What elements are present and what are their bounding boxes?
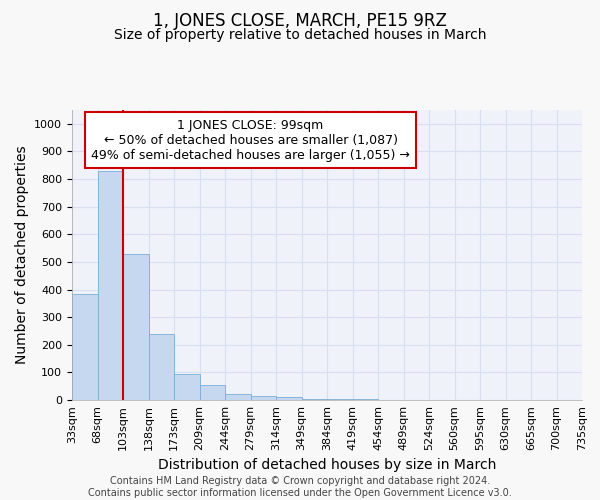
Text: Size of property relative to detached houses in March: Size of property relative to detached ho…: [114, 28, 486, 42]
Bar: [72, 294, 97, 400]
Text: 1, JONES CLOSE, MARCH, PE15 9RZ: 1, JONES CLOSE, MARCH, PE15 9RZ: [153, 12, 447, 30]
Bar: [225, 394, 251, 400]
Text: 1 JONES CLOSE: 99sqm
← 50% of detached houses are smaller (1,087)
49% of semi-de: 1 JONES CLOSE: 99sqm ← 50% of detached h…: [91, 118, 410, 162]
Bar: [97, 171, 123, 400]
Text: Contains HM Land Registry data © Crown copyright and database right 2024.
Contai: Contains HM Land Registry data © Crown c…: [88, 476, 512, 498]
Bar: [174, 374, 199, 400]
Y-axis label: Number of detached properties: Number of detached properties: [15, 146, 29, 364]
Bar: [199, 386, 225, 400]
Bar: [302, 398, 327, 400]
Bar: [327, 399, 353, 400]
Bar: [251, 396, 276, 400]
Bar: [123, 254, 149, 400]
X-axis label: Distribution of detached houses by size in March: Distribution of detached houses by size …: [158, 458, 496, 472]
Bar: [276, 396, 302, 400]
Bar: [149, 334, 174, 400]
